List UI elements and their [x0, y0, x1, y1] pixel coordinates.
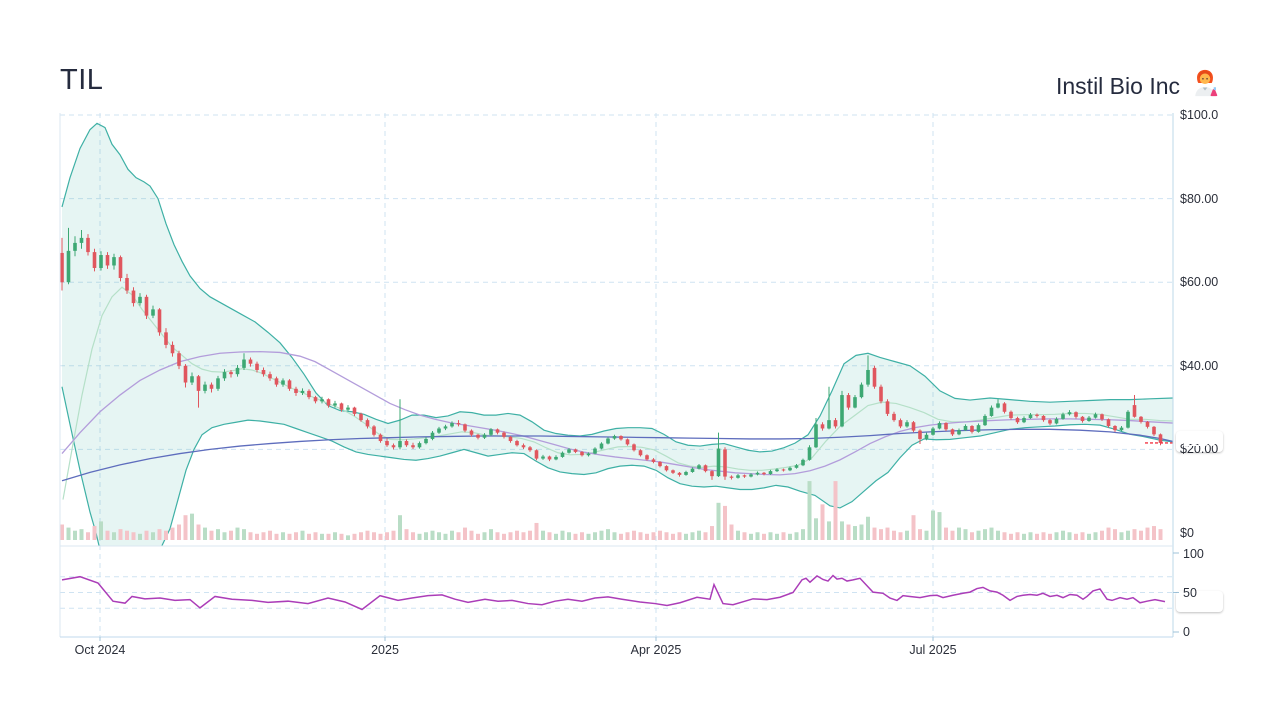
rsi-axis-label: 100: [1183, 547, 1204, 561]
time-axis-label: 2025: [371, 643, 399, 657]
price-axis-label: $100.0: [1180, 108, 1218, 122]
last-price-badge: 21.55: [1176, 431, 1223, 452]
woman-scientist-emoji-icon: [1190, 68, 1220, 104]
price-axis-label: $40.00: [1180, 359, 1218, 373]
company-title-row: Instil Bio Inc: [1056, 68, 1220, 104]
symbol-title: TIL: [60, 64, 104, 96]
price-axis-label: $20.00: [1180, 442, 1218, 456]
rsi-value-badge: 38.52: [1176, 591, 1223, 612]
time-axis-label: Oct 2024: [75, 643, 126, 657]
price-axis-label: $80.00: [1180, 192, 1218, 206]
company-title: Instil Bio Inc: [1056, 72, 1180, 99]
price-axis-label: $0: [1180, 526, 1194, 540]
rsi-axis-label: 50: [1183, 586, 1197, 600]
rsi-axis-label: 0: [1183, 625, 1190, 639]
header: TIL Instil Bio Inc: [0, 0, 1280, 110]
time-axis-label: Jul 2025: [909, 643, 956, 657]
time-axis-label: Apr 2025: [631, 643, 682, 657]
price-axis-label: $60.00: [1180, 275, 1218, 289]
